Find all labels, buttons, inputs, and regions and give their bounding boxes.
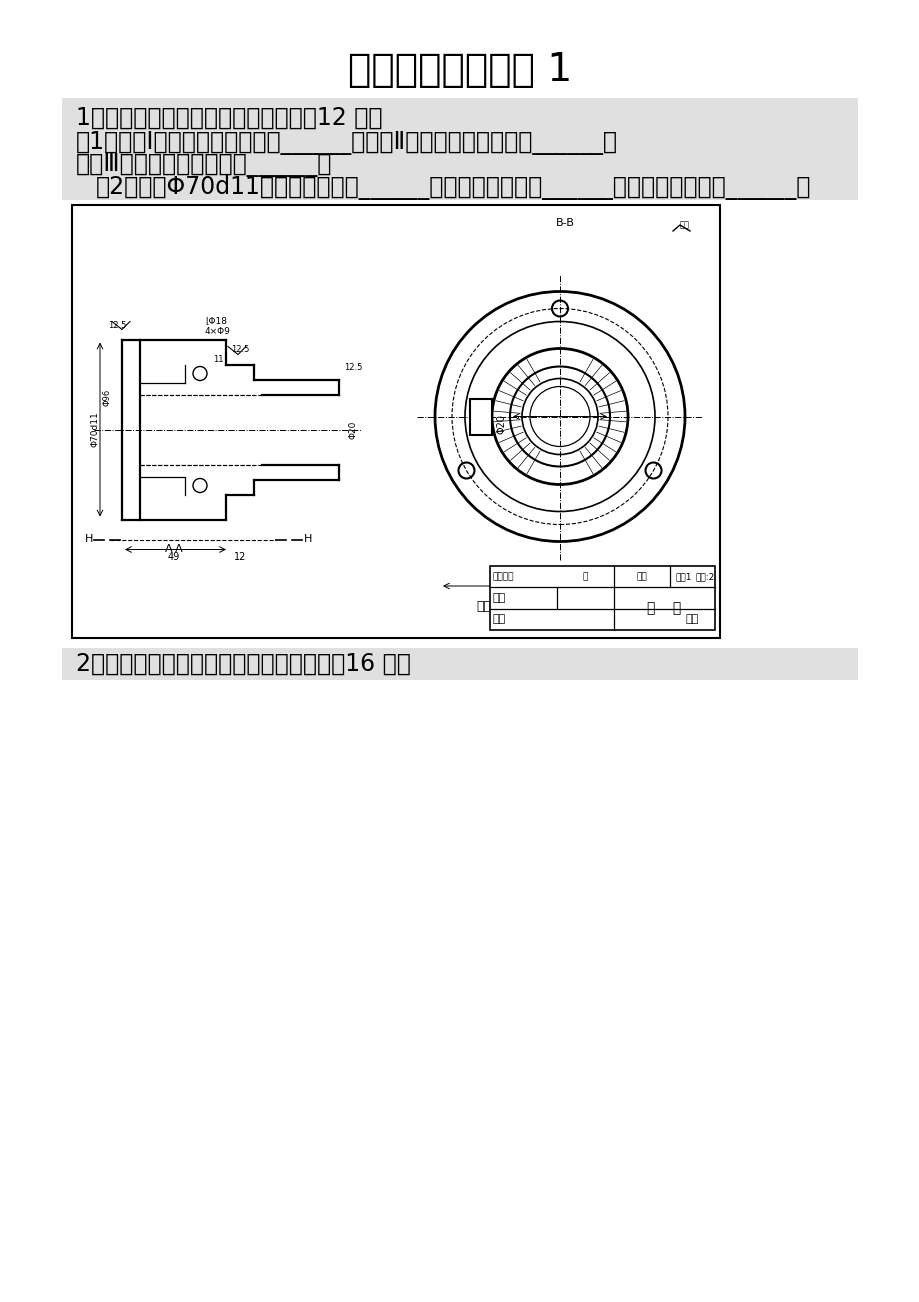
Text: 49: 49 [167,552,180,562]
Text: 12.5: 12.5 [344,362,362,371]
Text: Φ70d11: Φ70d11 [90,411,99,448]
Text: 12.5: 12.5 [108,320,126,329]
Text: 班: 班 [583,572,587,581]
Bar [62,98,857,201]
Text: 图号: 图号 [686,615,698,625]
Text: 校核: 校核 [493,592,505,603]
Text: 比例:2: 比例:2 [695,572,714,581]
Text: 1、读端盖零件图，回答下列问题。（12 分）: 1、读端盖零件图，回答下列问题。（12 分） [76,105,382,130]
Text: 4×Φ9: 4×Φ9 [205,327,231,336]
Text: 11: 11 [212,355,223,365]
Text: 工程图学模拟试卷 1: 工程图学模拟试卷 1 [347,51,572,89]
Text: ⌊Φ18: ⌊Φ18 [205,316,227,326]
Text: 制图: 制图 [493,615,505,625]
Text: 113: 113 [520,581,539,591]
Bar [470,398,492,435]
Text: 12: 12 [233,552,246,562]
Bar [62,648,857,680]
Bar [72,204,720,638]
Text: 铸造圆角R3: 铸造圆角R3 [476,599,523,612]
Text: 端    盖: 端 盖 [647,602,681,616]
Text: Φ96: Φ96 [102,388,111,406]
Text: 制图: 制图 [636,572,647,581]
Text: （1）表面Ⅰ的表面粗糙度代号为______，表面Ⅱ的表面粗糙度代号为______，: （1）表面Ⅰ的表面粗糙度代号为______，表面Ⅱ的表面粗糙度代号为______… [76,132,618,155]
Text: 数量1: 数量1 [675,572,691,581]
Text: Φ20: Φ20 [348,421,357,439]
Text: Φ20: Φ20 [496,414,506,435]
Text: 20: 20 [633,583,645,592]
Text: 粗糙: 粗糙 [679,220,689,229]
Text: H: H [85,535,93,544]
Text: 表面Ⅲ的表面粗糙度代号为______。: 表面Ⅲ的表面粗糙度代号为______。 [76,154,332,177]
Text: H: H [303,535,312,544]
Text: A-A: A-A [165,544,183,555]
Text: （2）尺寸Φ70d11，其基本尺寸为______，基本偏差代号为______，标准公差等级为______。: （2）尺寸Φ70d11，其基本尺寸为______，基本偏差代号为______，标… [96,176,811,201]
Bar [490,566,714,630]
Text: 2、在指定位置将主视图画成全剖视图。（16 分）: 2、在指定位置将主视图画成全剖视图。（16 分） [76,652,411,676]
Text: 12.5: 12.5 [231,345,249,354]
Text: （校名）: （校名） [493,572,514,581]
Text: B-B: B-B [555,217,573,228]
